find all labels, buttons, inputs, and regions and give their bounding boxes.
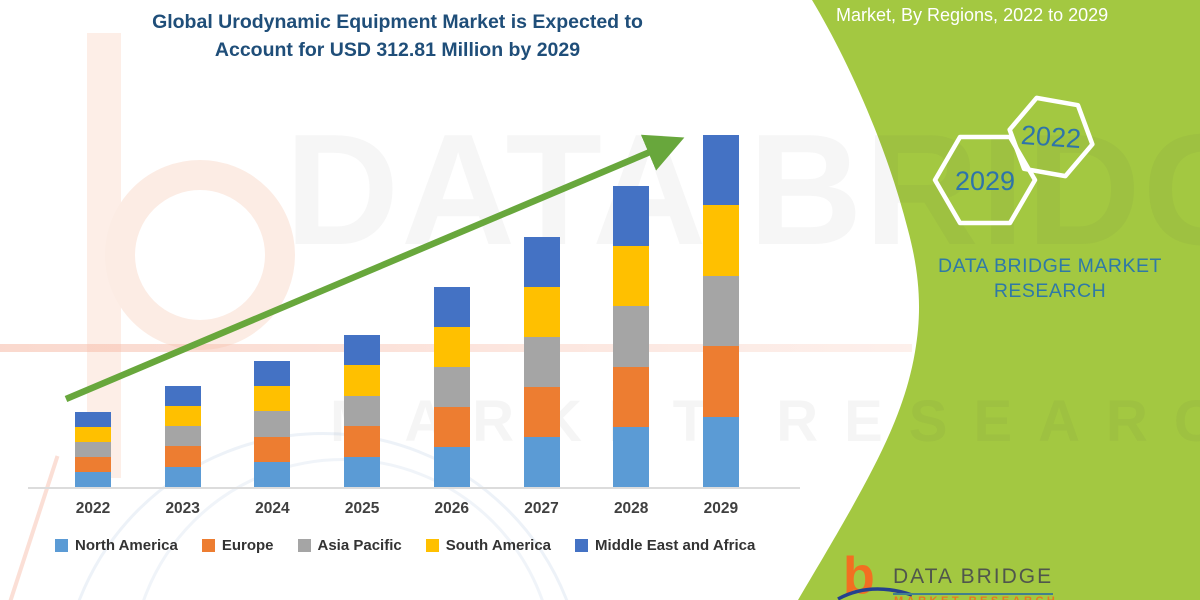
bar-segment <box>702 416 739 487</box>
legend-label: North America <box>75 537 178 554</box>
logo-subtitle: MARKET RESEARCH <box>894 595 1058 600</box>
bar-segment <box>344 365 381 396</box>
legend-swatch-icon <box>55 539 68 552</box>
brand-text: DATA BRIDGE MARKET RESEARCH <box>912 254 1188 304</box>
legend-item: Asia Pacific <box>297 537 402 554</box>
logo-swoosh-icon <box>837 587 913 600</box>
bar-2024 <box>254 361 291 487</box>
legend-swatch-icon <box>425 539 439 552</box>
bar-2027 <box>523 237 560 487</box>
bar-segment <box>164 466 201 487</box>
x-axis-label: 2027 <box>524 500 559 517</box>
logo-name: DATA BRIDGE <box>893 565 1054 595</box>
bar-2026 <box>433 286 470 487</box>
x-axis-line <box>28 487 800 489</box>
bar-segment <box>613 186 650 247</box>
bar-2025 <box>344 335 381 487</box>
bar-segment <box>75 457 111 472</box>
bar-segment <box>613 426 650 487</box>
bar-segment <box>523 437 560 487</box>
bar-segment <box>254 411 291 437</box>
legend-swatch-icon <box>201 539 215 552</box>
x-axis-label: 2026 <box>434 500 470 517</box>
bar-segment <box>433 446 470 487</box>
bar-segment <box>523 387 560 437</box>
bar-segment <box>344 456 381 487</box>
chart-title: Global Urodynamic Equipment Market is Ex… <box>70 8 725 64</box>
bar-segment <box>702 135 739 206</box>
bar-segment <box>75 427 111 442</box>
chart-legend: North America Europe Asia Pacific South Ame… <box>55 537 755 554</box>
bar-segment <box>702 275 739 347</box>
bar-2029 <box>702 135 739 487</box>
bar-segment <box>75 472 111 487</box>
legend-label: Middle East and Africa <box>595 537 756 554</box>
x-axis-label: 2025 <box>344 500 380 517</box>
bar-segment <box>344 335 381 366</box>
databridge-logo: b DATA BRIDGE MARKET RESEARCH <box>836 550 1176 600</box>
bar-segment <box>75 412 111 427</box>
banner-caption: Market, By Regions, 2022 to 2029 <box>836 5 1109 25</box>
bar-segment <box>164 426 201 447</box>
legend-item: South America <box>425 537 552 554</box>
bar-segment <box>164 446 201 467</box>
legend-swatch-icon <box>297 539 311 552</box>
bar-segment <box>523 287 560 337</box>
brand-text-line1: DATA BRIDGE MARKET <box>938 255 1162 277</box>
bar-segment <box>164 405 201 427</box>
bar-segment <box>702 205 739 276</box>
x-axis-label: 2029 <box>703 500 739 517</box>
legend-item: North America <box>55 537 178 554</box>
bar-segment <box>613 306 650 367</box>
chart-title-line1: Global Urodynamic Equipment Market is Ex… <box>152 11 643 33</box>
brand-text-line2: RESEARCH <box>993 280 1107 302</box>
bar-segment <box>613 246 650 307</box>
bar-segment <box>433 326 470 367</box>
bar-segment <box>433 366 470 407</box>
legend-swatch-icon <box>575 539 589 552</box>
bar-segment <box>75 442 111 457</box>
legend-item: Middle East and Africa <box>575 537 755 554</box>
x-axis-label: 2024 <box>255 500 290 517</box>
bar-segment <box>164 385 201 406</box>
bar-segment <box>254 461 291 487</box>
bar-segment <box>344 395 381 427</box>
chart-title-line2: Account for USD 312.81 Million by 2029 <box>214 39 581 61</box>
legend-label: Asia Pacific <box>317 537 402 554</box>
legend-label: Europe <box>221 537 274 554</box>
legend-label: South America <box>445 537 552 554</box>
bar-segment <box>344 426 381 457</box>
x-axis-label: 2022 <box>75 500 111 517</box>
bar-segment <box>433 406 470 447</box>
bar-segment <box>523 337 560 387</box>
bar-segment <box>433 286 470 327</box>
bar-segment <box>523 237 560 287</box>
bar-segment <box>254 436 291 462</box>
x-axis-label: 2028 <box>613 500 649 517</box>
legend-item: Europe <box>201 537 274 554</box>
bar-segment <box>702 346 739 417</box>
bar-2028 <box>613 186 650 487</box>
bar-2022 <box>75 412 111 487</box>
bar-segment <box>254 386 291 412</box>
bar-segment <box>254 361 291 387</box>
bar-segment <box>613 366 650 427</box>
bar-2023 <box>164 385 201 487</box>
x-axis-label: 2023 <box>165 500 200 517</box>
